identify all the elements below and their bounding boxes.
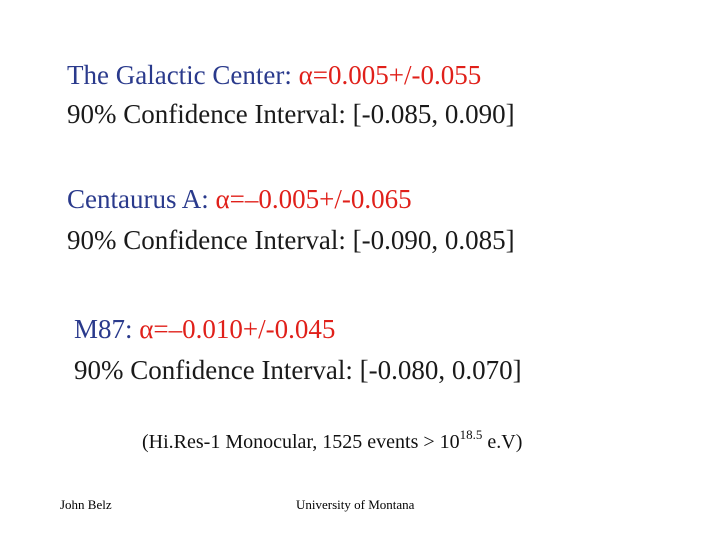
alpha-value-centaurus-a: =–0.005+/-0.065 <box>229 184 412 214</box>
m87-alpha-line: M87: α=–0.010+/-0.045 <box>74 313 335 345</box>
footer-institution: University of Montana <box>296 497 415 512</box>
source-name-m87: M87: <box>74 314 133 344</box>
centaurus-a-alpha-line: Centaurus A: α=–0.005+/-0.065 <box>67 183 412 215</box>
note-prefix: (Hi.Res-1 Monocular, 1525 events > 10 <box>142 431 460 453</box>
alpha-symbol: α <box>215 184 230 214</box>
source-name-centaurus-a: Centaurus A: <box>67 184 209 214</box>
galactic-center-ci-line: 90% Confidence Interval: [-0.085, 0.090] <box>67 99 515 129</box>
source-name-galactic-center: The Galactic Center: <box>67 60 292 90</box>
alpha-value-m87: =–0.010+/-0.045 <box>153 314 336 344</box>
footer-author: John Belz <box>60 497 112 512</box>
centaurus-a-ci-line: 90% Confidence Interval: [-0.090, 0.085] <box>67 225 515 255</box>
alpha-symbol: α <box>298 60 313 90</box>
note-exponent: 18.5 <box>459 427 483 442</box>
note-suffix: e.V) <box>482 431 523 453</box>
alpha-value-galactic-center: =0.005+/-0.055 <box>312 60 482 90</box>
galactic-center-alpha-line: The Galactic Center: α=0.005+/-0.055 <box>67 59 481 91</box>
m87-ci-line: 90% Confidence Interval: [-0.080, 0.070] <box>74 355 522 385</box>
dataset-note: (Hi.Res-1 Monocular, 1525 events > 1018.… <box>142 427 523 454</box>
alpha-symbol: α <box>139 314 154 344</box>
